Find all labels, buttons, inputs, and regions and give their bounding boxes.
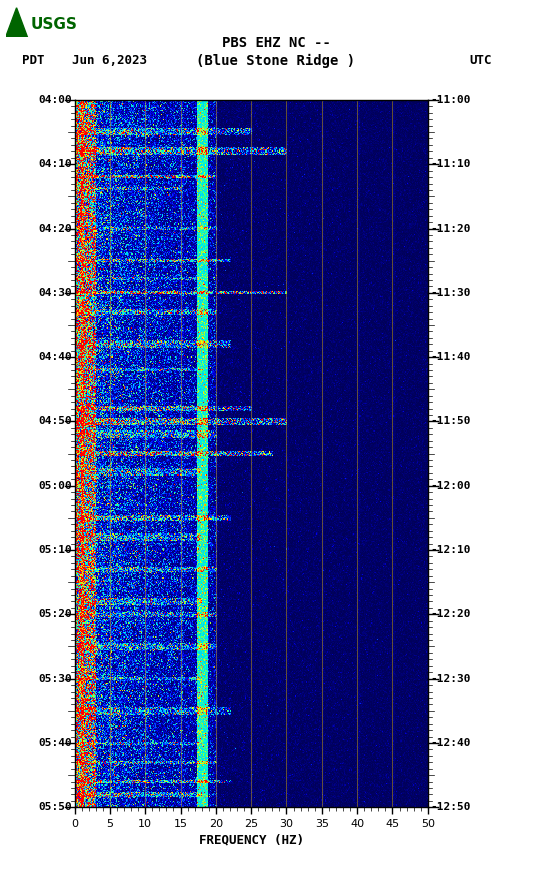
- Text: -11:40: -11:40: [431, 352, 471, 362]
- Text: PDT: PDT: [22, 54, 45, 67]
- Text: -11:30: -11:30: [431, 288, 471, 298]
- Text: 04:00: 04:00: [38, 95, 72, 105]
- Text: 04:40: 04:40: [38, 352, 72, 362]
- Text: -12:50: -12:50: [431, 802, 471, 813]
- Text: 05:40: 05:40: [38, 738, 72, 748]
- Text: -12:20: -12:20: [431, 609, 471, 619]
- Text: -11:10: -11:10: [431, 159, 471, 169]
- Text: 05:20: 05:20: [38, 609, 72, 619]
- Text: Jun 6,2023: Jun 6,2023: [72, 54, 147, 67]
- Text: -11:50: -11:50: [431, 417, 471, 426]
- Text: 05:00: 05:00: [38, 481, 72, 491]
- Text: USGS: USGS: [30, 17, 77, 32]
- Text: -12:30: -12:30: [431, 673, 471, 683]
- Text: 04:50: 04:50: [38, 417, 72, 426]
- Text: -12:00: -12:00: [431, 481, 471, 491]
- Text: 04:10: 04:10: [38, 159, 72, 169]
- Text: PBS EHZ NC --: PBS EHZ NC --: [221, 36, 331, 50]
- Text: 04:30: 04:30: [38, 288, 72, 298]
- Text: -12:40: -12:40: [431, 738, 471, 748]
- Text: 05:10: 05:10: [38, 545, 72, 555]
- Text: -11:00: -11:00: [431, 95, 471, 105]
- Text: 05:50: 05:50: [38, 802, 72, 813]
- Text: 04:20: 04:20: [38, 224, 72, 234]
- Text: UTC: UTC: [469, 54, 492, 67]
- Polygon shape: [6, 8, 28, 37]
- Text: -12:10: -12:10: [431, 545, 471, 555]
- Text: (Blue Stone Ridge ): (Blue Stone Ridge ): [197, 54, 355, 68]
- X-axis label: FREQUENCY (HZ): FREQUENCY (HZ): [199, 833, 304, 847]
- Text: 05:30: 05:30: [38, 673, 72, 683]
- Text: -11:20: -11:20: [431, 224, 471, 234]
